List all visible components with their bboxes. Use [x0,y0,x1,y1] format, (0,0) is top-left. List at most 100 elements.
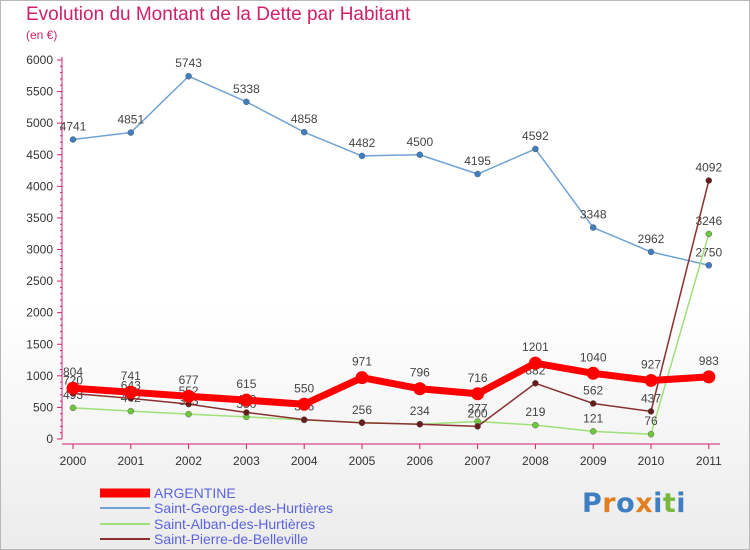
data-point [69,404,77,412]
data-label: 2750 [695,245,722,259]
data-point [124,385,138,399]
x-tick-label: 2001 [117,454,144,468]
y-tick-label: 1000 [26,369,53,383]
data-label: 121 [583,411,603,425]
data-label: 1201 [522,340,549,354]
data-label: 716 [468,371,488,385]
data-label: 4592 [522,129,549,143]
x-tick-label: 2003 [233,454,260,468]
data-point [532,380,539,387]
logo-letter: x [635,488,654,519]
data-point [702,370,716,384]
legend-item-saint-alban: Saint-Alban-des-Hurtières [100,516,420,532]
legend-swatch-argentine [100,488,150,498]
x-tick-label: 2007 [464,454,491,468]
data-point [358,152,366,160]
x-tick-label: 2010 [638,454,665,468]
data-label: 983 [699,354,719,368]
x-tick-label: 2009 [580,454,607,468]
series-line-0 [72,75,709,267]
data-point [705,262,712,269]
data-label: 4741 [60,120,87,134]
legend-item-saint-pierre: Saint-Pierre-de-Belleville [100,531,420,547]
chart-title: Evolution du Montant de la Dette par Hab… [26,4,411,25]
data-point [355,371,369,385]
data-point [474,170,481,178]
data-label: 4500 [406,135,433,149]
legend-item-argentine: ARGENTINE [100,485,420,501]
logo-letter: i [676,488,687,519]
data-point [474,423,481,430]
data-point [471,387,485,401]
data-label: 277 [468,402,488,416]
data-label: 562 [583,384,603,398]
y-tick-label: 4500 [26,148,53,162]
data-label: 1040 [580,350,607,364]
x-tick-label: 2006 [406,454,433,468]
data-point [413,382,427,396]
data-point [239,393,253,407]
data-label: 4092 [695,161,722,175]
data-label: 4858 [291,112,318,126]
data-label: 200 [468,406,488,420]
data-label: 256 [352,403,372,417]
y-tick-label: 3000 [26,243,53,257]
logo-letter: o [616,488,636,519]
data-label: 927 [641,357,661,371]
data-label: 4851 [117,113,144,127]
data-point [127,129,135,136]
y-tick-label: 1500 [26,337,53,351]
data-point [127,407,135,415]
data-label: 234 [410,404,430,418]
legend-swatch-saint-alban [100,523,150,525]
data-point [590,400,597,407]
y-tick-label: 4000 [26,179,53,193]
y-tick-label: 5000 [26,116,53,130]
data-point [705,177,712,184]
data-point [644,373,658,387]
data-label: 3246 [695,214,722,228]
x-tick-label: 2011 [696,454,722,468]
data-label: 437 [641,391,661,405]
data-point [358,419,366,427]
y-tick-label: 3500 [26,211,53,225]
legend-label-argentine: ARGENTINE [154,485,236,501]
y-tick-label: 2500 [26,274,53,288]
data-label: 677 [179,373,199,387]
data-point [528,356,542,370]
data-label: 4482 [349,136,376,150]
data-point [705,230,712,238]
y-tick-label: 2000 [26,306,53,320]
data-label: 76 [644,414,658,428]
data-point [647,430,655,438]
legend-label-saint-georges: Saint-Georges-des-Hurtières [154,500,333,516]
data-point [185,410,192,418]
data-point [301,128,308,136]
data-label: 804 [63,365,83,379]
data-point [647,408,655,415]
data-point [532,145,539,153]
legend-label-saint-alban: Saint-Alban-des-Hurtières [154,516,316,532]
chart-subtitle: (en €) [26,28,58,42]
series-line-1 [72,233,710,435]
logo-letter: P [582,488,603,519]
data-label: 219 [525,405,545,419]
x-tick-label: 2005 [349,454,376,468]
series-line-2 [72,180,710,428]
data-label: 550 [294,381,314,395]
data-point [297,397,311,411]
data-label: 615 [236,377,256,391]
data-label: 741 [121,369,141,383]
data-point [243,409,250,416]
data-point [301,416,308,423]
proxiti-logo: Proxiti [582,488,686,519]
x-tick-label: 2002 [175,454,202,468]
data-label: 5338 [233,82,260,96]
data-point [69,136,77,143]
data-label: 5743 [175,56,202,70]
y-tick-label: 5500 [26,85,53,99]
y-tick-label: 0 [46,432,53,446]
data-label: 796 [410,366,430,380]
